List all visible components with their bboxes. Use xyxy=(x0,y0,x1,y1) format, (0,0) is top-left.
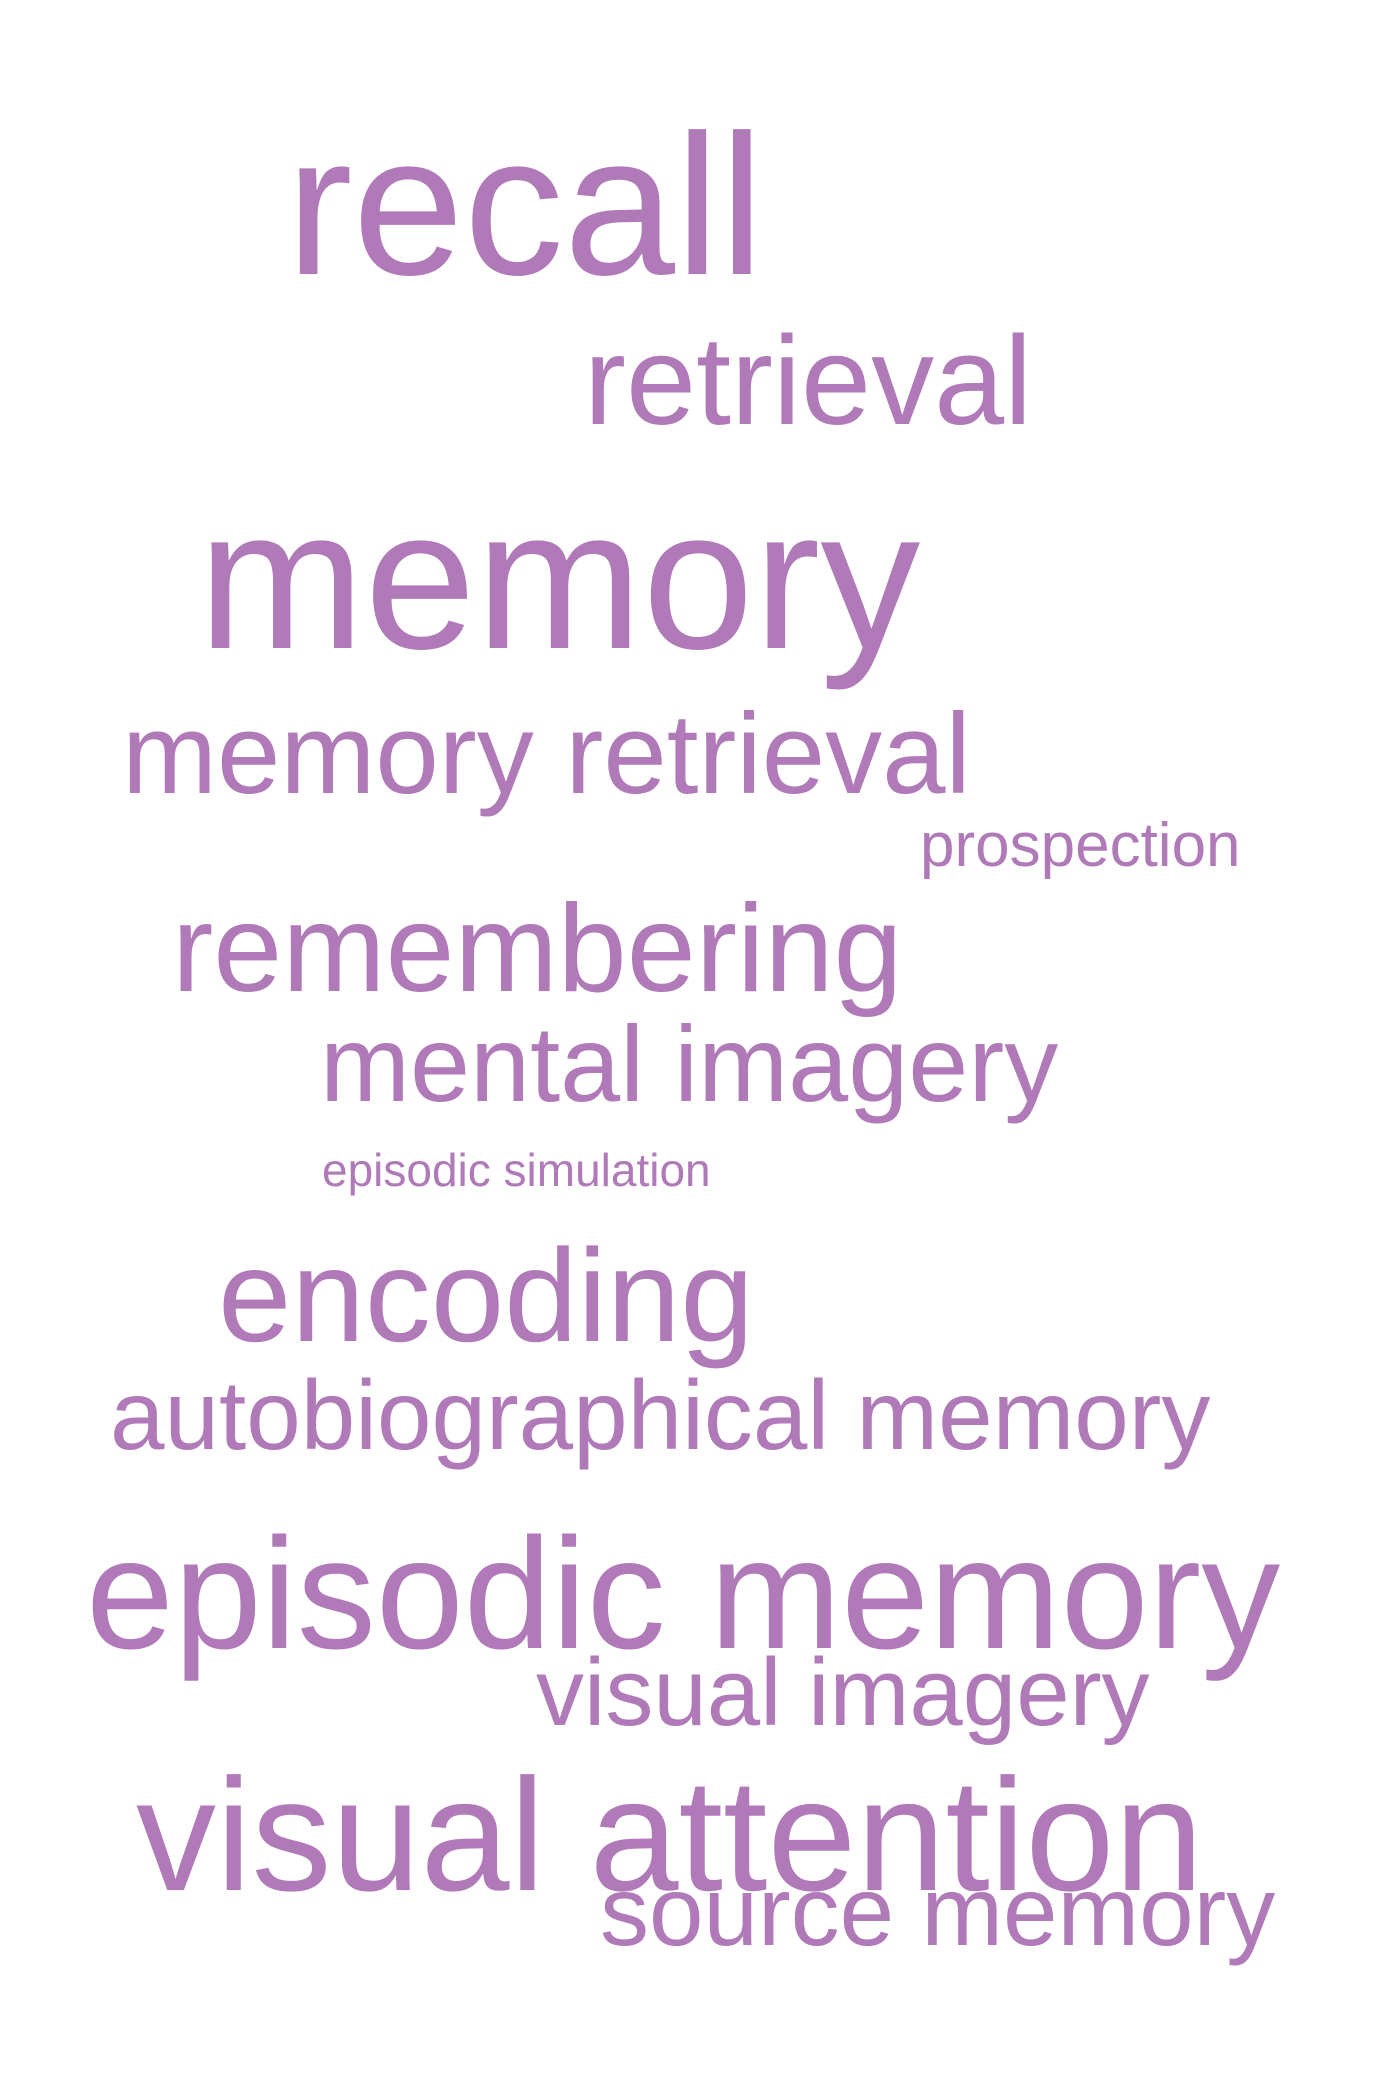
word-memory-retrieval: memory retrieval xyxy=(122,691,971,818)
word-prospection: prospection xyxy=(920,811,1241,880)
word-autobiographical-memory: autobiographical memory xyxy=(110,1360,1211,1470)
word-source-memory: source memory xyxy=(600,1856,1276,1966)
word-remembering: remembering xyxy=(172,880,903,1018)
word-episodic-memory: episodic memory xyxy=(86,1506,1281,1682)
word-episodic-simulation: episodic simulation xyxy=(322,1144,711,1196)
word-mental-imagery: mental imagery xyxy=(320,1003,1059,1124)
word-visual-attention: visual attention xyxy=(136,1745,1204,1924)
word-memory: memory xyxy=(198,468,921,691)
word-visual-imagery: visual imagery xyxy=(536,1639,1150,1746)
word-encoding: encoding xyxy=(218,1222,754,1369)
word-recall: recall xyxy=(286,94,764,317)
word-retrieval: retrieval xyxy=(584,310,1033,451)
